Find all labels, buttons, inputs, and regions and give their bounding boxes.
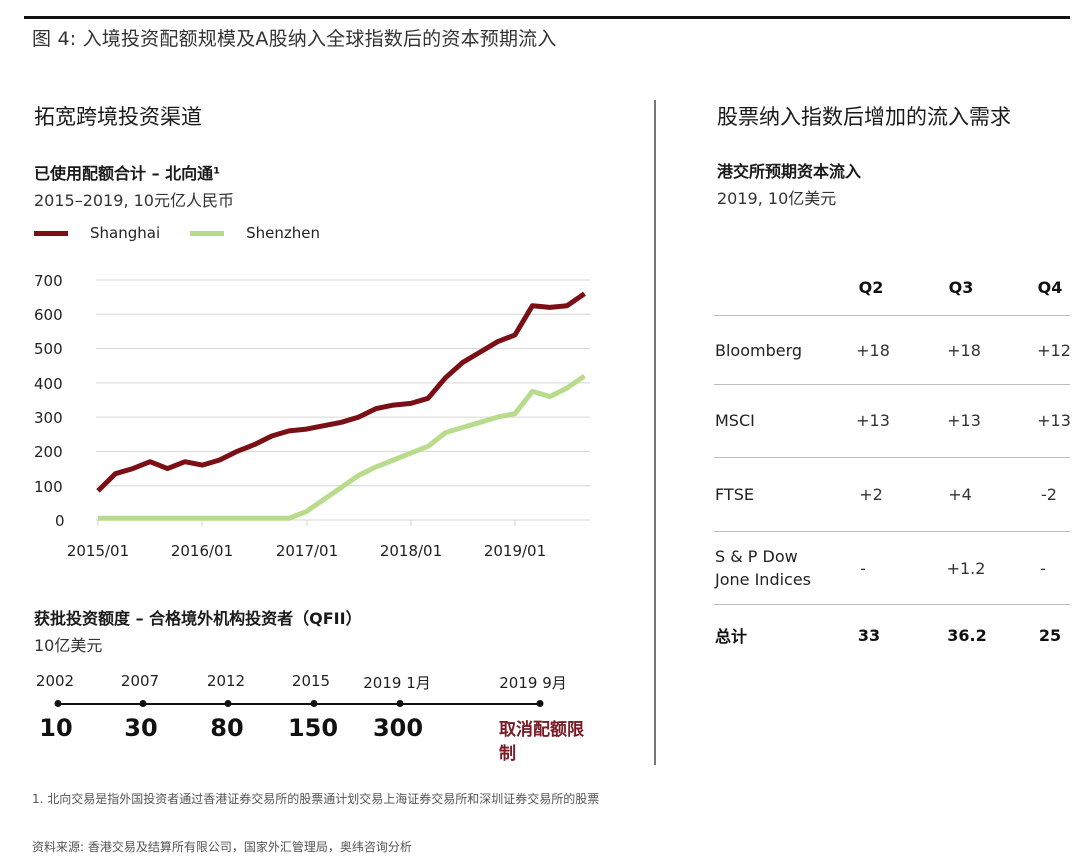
timeline-value: 300 [372, 714, 424, 742]
timeline-year: 2019 9月 [499, 674, 567, 692]
panel-divider [654, 100, 656, 765]
svg-text:300: 300 [34, 409, 63, 427]
table-unit: 2019, 10亿美元 [717, 189, 837, 208]
timeline-dot [310, 700, 318, 707]
qfii-title: 获批投资额度 – 合格境外机构投资者（QFII） [34, 609, 362, 628]
legend-swatch-shanghai [34, 230, 68, 236]
timeline-value: 150 [287, 714, 339, 742]
row-label-line: S & P Dow [715, 547, 798, 566]
left-section-title: 拓宽跨境投资渠道 [34, 105, 202, 129]
timeline-dot [139, 700, 147, 707]
series-line-shanghai [96, 291, 586, 493]
y-axis-labels: 700 600 500 400 300 200 100 0 [34, 272, 65, 530]
top-rule [24, 16, 1070, 19]
table-cell: +4 [948, 485, 972, 504]
table-cell: +12 [1037, 341, 1071, 360]
svg-text:600: 600 [34, 306, 63, 324]
svg-text:200: 200 [34, 443, 63, 461]
table-cell: +18 [856, 341, 890, 360]
timeline-year: 2007 [120, 672, 160, 690]
x-axis-labels: 2015/01 2016/01 2017/01 2018/01 2019/01 [67, 542, 546, 560]
right-section-title: 股票纳入指数后增加的流入需求 [717, 105, 1011, 129]
source-note: 资料来源: 香港交易及结算所有限公司，国家外汇管理局，奥纬咨询分析 [32, 840, 412, 854]
svg-text:500: 500 [34, 340, 63, 358]
timeline-year: 2012 [206, 672, 246, 690]
timeline-year: 2019 1月 [363, 674, 431, 692]
row-label-ftse: FTSE [715, 485, 754, 504]
total-cell: 36.2 [947, 626, 987, 645]
table-rule [714, 457, 1070, 458]
timeline-dot [224, 700, 232, 707]
row-label-sp-dow-jones: S & P Dow Jone Indices [715, 545, 811, 591]
legend-label-shenzhen: Shenzhen [246, 224, 321, 242]
timeline-dot [54, 700, 62, 707]
table-cell: +18 [947, 341, 981, 360]
table-cell: +2 [859, 485, 883, 504]
quota-removed-note: 取消配额限制 [499, 720, 584, 764]
svg-text:2016/01: 2016/01 [171, 542, 233, 560]
svg-text:100: 100 [34, 478, 63, 496]
svg-text:0: 0 [55, 512, 65, 530]
timeline-year: 2002 [35, 672, 75, 690]
timeline-year: 2015 [291, 672, 331, 690]
column-header-q3: Q3 [948, 278, 974, 297]
table-cell: +1.2 [946, 559, 986, 578]
column-header-q2: Q2 [858, 278, 884, 297]
table-title: 港交所预期资本流入 [717, 162, 862, 181]
x-axis-ticks [97, 520, 516, 526]
table-cell: +13 [1037, 411, 1071, 430]
timeline-value: 30 [124, 714, 158, 742]
table-cell: - [860, 559, 866, 578]
table-cell: +13 [947, 411, 981, 430]
legend-swatch-shenzhen [190, 230, 225, 236]
table-cell: +13 [856, 411, 890, 430]
table-rule [714, 315, 1070, 316]
table-rule [714, 384, 1070, 385]
table-cell: - [1040, 559, 1046, 578]
svg-text:700: 700 [34, 272, 63, 290]
svg-text:2015/01: 2015/01 [67, 542, 129, 560]
chart-legend: Shanghai Shenzhen [34, 224, 350, 242]
row-label-bloomberg: Bloomberg [715, 341, 803, 360]
svg-text:400: 400 [34, 375, 63, 393]
total-cell: 33 [857, 626, 881, 645]
svg-text:2018/01: 2018/01 [380, 542, 442, 560]
row-label-line: Jone Indices [715, 570, 812, 589]
timeline-dot [536, 700, 544, 707]
table-rule [714, 531, 1070, 532]
legend-label-shanghai: Shanghai [90, 224, 161, 242]
svg-text:2019/01: 2019/01 [484, 542, 546, 560]
qfii-unit: 10亿美元 [34, 636, 103, 655]
chart-title: 已使用配额合计 – 北向通¹ [34, 164, 221, 183]
timeline-value: 80 [210, 714, 244, 742]
footnote: 1. 北向交易是指外国投资者通过香港证券交易所的股票通计划交易上海证券交易所和深… [32, 792, 600, 806]
table-cell: -2 [1041, 485, 1057, 504]
series-line-shenzhen [98, 373, 586, 521]
table-rule [714, 604, 1070, 605]
timeline-axis [55, 703, 539, 705]
total-cell: 25 [1038, 626, 1062, 645]
row-label-msci: MSCI [715, 411, 755, 430]
figure-title: 图 4: 入境投资配额规模及A股纳入全球指数后的资本预期流入 [32, 28, 557, 50]
column-header-q4: Q4 [1037, 278, 1063, 297]
line-chart: 700 600 500 400 300 200 100 0 2015/01 20… [34, 272, 590, 560]
timeline-value: 10 [39, 714, 73, 742]
row-label-total: 总计 [715, 627, 748, 646]
chart-unit: 2015–2019, 10元亿人民币 [34, 191, 234, 210]
gridlines [96, 279, 590, 521]
timeline-dot [396, 700, 404, 707]
svg-text:2017/01: 2017/01 [276, 542, 338, 560]
